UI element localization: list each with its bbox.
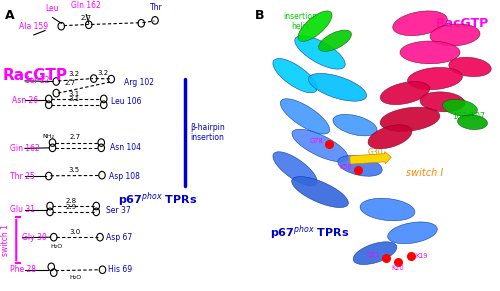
Text: Thr 25: Thr 25	[10, 172, 35, 180]
Text: Asn 104: Asn 104	[110, 143, 141, 152]
Text: 3.1: 3.1	[68, 96, 80, 102]
Ellipse shape	[298, 11, 332, 41]
Ellipse shape	[368, 125, 412, 149]
Text: Arg 102: Arg 102	[124, 78, 154, 86]
Ellipse shape	[380, 82, 430, 104]
Ellipse shape	[292, 129, 348, 162]
Text: Asn 26: Asn 26	[12, 96, 38, 105]
Ellipse shape	[449, 57, 491, 77]
Ellipse shape	[388, 222, 438, 244]
Ellipse shape	[353, 242, 397, 265]
Text: Ala 159: Ala 159	[19, 22, 48, 31]
Text: Gln 162: Gln 162	[72, 1, 101, 10]
Text: Gin 162: Gin 162	[10, 144, 40, 153]
Ellipse shape	[318, 30, 352, 52]
Ellipse shape	[430, 24, 480, 46]
Ellipse shape	[392, 11, 448, 36]
Text: Asp 67: Asp 67	[106, 233, 132, 242]
Text: K19: K19	[415, 253, 428, 259]
Ellipse shape	[308, 73, 366, 101]
Ellipse shape	[292, 177, 348, 207]
Ellipse shape	[442, 99, 478, 116]
Text: 2.8: 2.8	[66, 198, 77, 204]
Ellipse shape	[338, 155, 382, 176]
Text: 2.7: 2.7	[70, 134, 80, 140]
Text: switch 1: switch 1	[1, 224, 11, 256]
Text: A: A	[5, 9, 15, 22]
Text: G78: G78	[310, 138, 324, 144]
Ellipse shape	[420, 92, 465, 112]
Ellipse shape	[273, 152, 317, 186]
Text: B: B	[255, 9, 264, 22]
Text: H₂O: H₂O	[69, 275, 81, 280]
FancyArrow shape	[350, 152, 391, 164]
Text: H₂O: H₂O	[50, 244, 62, 249]
Text: 2.7: 2.7	[64, 80, 76, 86]
Text: K20: K20	[391, 265, 404, 271]
Ellipse shape	[380, 107, 440, 132]
Text: 103–107: 103–107	[452, 112, 485, 121]
Ellipse shape	[333, 114, 377, 136]
Text: Ser 22: Ser 22	[25, 77, 50, 85]
Text: insertion
helix: insertion helix	[283, 12, 317, 31]
Ellipse shape	[295, 36, 345, 69]
Text: β-hairpin
insertion: β-hairpin insertion	[190, 123, 225, 142]
Text: Glu 31: Glu 31	[10, 205, 35, 214]
Text: Ser 37: Ser 37	[106, 206, 131, 215]
Text: Thr: Thr	[150, 3, 163, 12]
Ellipse shape	[280, 99, 330, 134]
Text: G30: G30	[367, 148, 383, 157]
Ellipse shape	[273, 58, 317, 93]
Ellipse shape	[400, 41, 460, 64]
Text: 3.1: 3.1	[68, 91, 80, 97]
Text: 3.5: 3.5	[68, 167, 80, 173]
Text: 2.7: 2.7	[80, 15, 92, 21]
Text: D21: D21	[366, 253, 380, 258]
Text: Asp 108: Asp 108	[109, 172, 140, 180]
Ellipse shape	[360, 198, 415, 221]
Text: Leu 106: Leu 106	[111, 97, 142, 106]
Text: 2.9: 2.9	[66, 204, 77, 210]
Text: K58: K58	[340, 164, 352, 170]
Text: Gly 30: Gly 30	[22, 233, 47, 242]
Ellipse shape	[408, 68, 463, 90]
Text: His 69: His 69	[108, 265, 132, 274]
Text: p67$^{phox}$ TPRs: p67$^{phox}$ TPRs	[118, 190, 197, 209]
Text: Phe 28: Phe 28	[10, 265, 36, 274]
Text: 3.2: 3.2	[68, 71, 80, 77]
Text: Leu: Leu	[46, 4, 60, 13]
Text: p67$^{phox}$ TPRs: p67$^{phox}$ TPRs	[270, 223, 349, 242]
Text: RacGTP: RacGTP	[2, 68, 68, 83]
Text: NH₂: NH₂	[43, 134, 55, 139]
Text: switch I: switch I	[406, 168, 444, 178]
Text: 3.2: 3.2	[97, 70, 108, 76]
Text: 3.0: 3.0	[70, 229, 80, 235]
Text: RacGTP: RacGTP	[436, 17, 489, 31]
Ellipse shape	[458, 115, 488, 129]
